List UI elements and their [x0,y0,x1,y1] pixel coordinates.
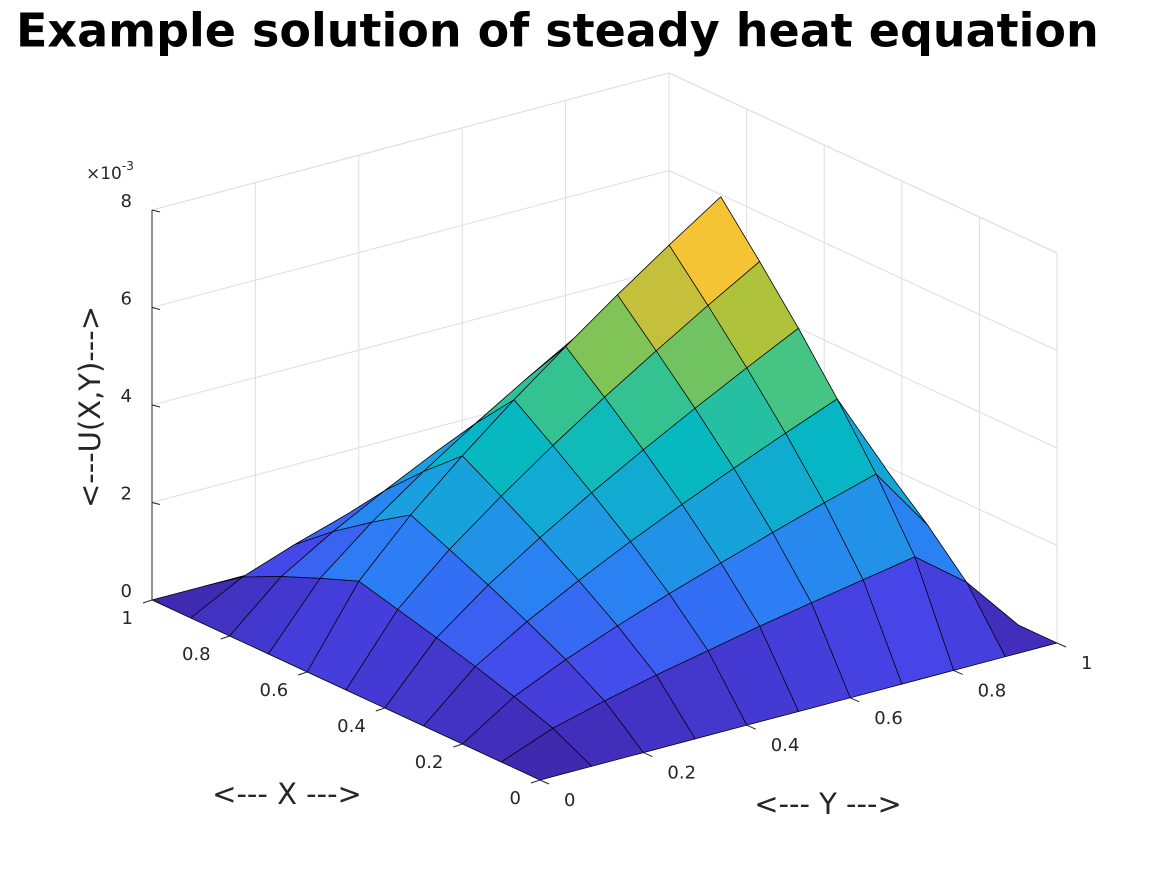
y-tick [1056,642,1067,648]
x-tick [530,779,541,784]
grid-line [151,267,670,406]
x-tick-label: 0.4 [337,716,366,737]
z-tick-label: 2 [121,484,132,505]
surface-cell [500,727,593,781]
x-tick-label: 1 [122,608,133,629]
z-tick [151,209,161,213]
z-tick [151,502,161,505]
x-tick-label: 0.6 [260,680,289,701]
z-tick-label: 4 [121,386,132,407]
z-exponent: ×10-3 [86,159,134,185]
x-tick-label: 0 [510,788,521,809]
y-tick-label: 0.4 [771,735,800,756]
z-tick [151,307,161,310]
x-tick-label: 0.8 [182,644,211,665]
z-tick [151,599,161,603]
y-tick-label: 0.8 [978,680,1007,701]
y-tick-label: 0.6 [874,708,903,729]
y-tick [643,752,653,758]
z-tick-label: 6 [121,289,132,310]
grid-line [668,170,1058,351]
y-axis-label: <--- Y ---> [754,787,902,821]
z-exponent-power: -3 [122,159,134,173]
x-tick [375,707,385,712]
y-tick [849,697,860,703]
y-tick [953,669,963,675]
grid-line [151,170,670,308]
z-axis-label: <---U(X,Y)---> [73,306,107,508]
y-tick [746,724,757,730]
x-tick-label: 0.2 [415,752,444,773]
x-axis-label: <--- X ---> [212,777,362,811]
z-tick-label: 8 [121,191,132,212]
z-tick-label: 0 [121,581,132,602]
y-tick [539,779,550,785]
x-tick [298,671,308,676]
x-tick [220,635,230,640]
grid-line [668,72,1058,254]
y-tick-label: 0.2 [667,763,696,784]
z-tick [151,404,161,408]
chart-title: Example solution of steady heat equation [16,4,1099,58]
z-exponent-base: ×10 [86,164,122,184]
y-tick-label: 0 [564,790,575,811]
grid-line [151,72,670,211]
x-tick [142,599,153,604]
x-tick [453,743,463,748]
y-tick-label: 1 [1081,653,1092,674]
